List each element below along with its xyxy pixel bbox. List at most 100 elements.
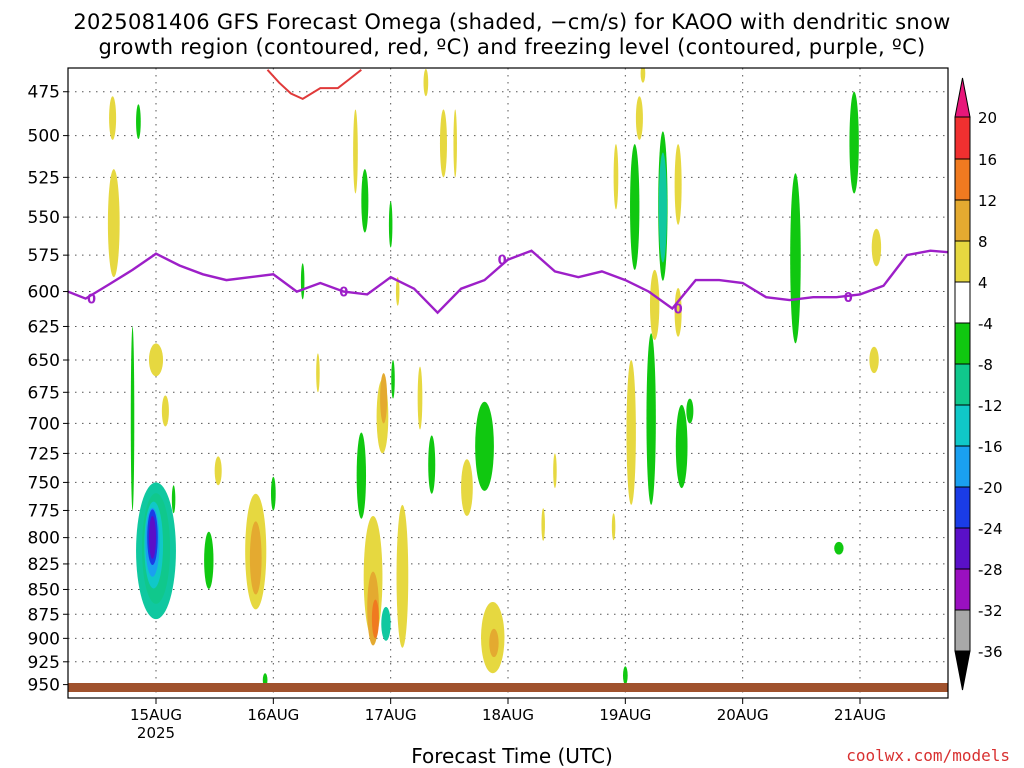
omega-cell	[171, 485, 176, 514]
y-tick-label: 950	[28, 676, 60, 696]
omega-cell	[316, 353, 320, 393]
colorbar-segment	[954, 527, 971, 570]
omega-cell	[849, 91, 859, 194]
omega-cell	[417, 366, 423, 430]
dgz-contour-line	[266, 69, 362, 101]
omega-cell	[611, 513, 616, 541]
omega-cell	[396, 504, 409, 648]
y-tick-label: 925	[28, 653, 60, 673]
omega-shading	[107, 68, 882, 687]
omega-cell	[249, 521, 262, 595]
colorbar-bottom-triangle	[954, 650, 971, 691]
omega-cell	[613, 144, 619, 210]
colorbar-segment	[954, 199, 971, 242]
colorbar-label: -4	[978, 315, 993, 333]
colorbar-segment	[954, 568, 971, 611]
freezing-level-label: 0	[87, 293, 96, 308]
y-tick-label: 900	[28, 629, 60, 649]
x-tick-label: 21AUG	[834, 706, 886, 724]
colorbar-segment	[954, 363, 971, 406]
freezing-level-label: 0	[498, 254, 507, 269]
omega-cell	[395, 277, 400, 306]
colorbar-label: -36	[978, 643, 1003, 661]
y-tick-label: 775	[28, 501, 60, 521]
omega-cell	[381, 606, 391, 641]
y-tick-label: 850	[28, 580, 60, 600]
y-tick-label: 475	[28, 83, 60, 103]
omega-cell	[204, 531, 214, 589]
omega-cell	[453, 109, 457, 178]
omega-cell	[270, 476, 276, 511]
colorbar-label: -12	[978, 397, 1003, 415]
omega-cell	[148, 515, 156, 559]
omega-cell	[790, 173, 801, 344]
colorbar-label: -8	[978, 356, 993, 374]
omega-cell	[475, 401, 494, 491]
y-tick-label: 575	[28, 246, 60, 266]
omega-cell	[871, 228, 882, 267]
omega-cell	[428, 435, 436, 494]
colorbar: 20 16 12 8 4 -4 -8 -12 -16 -20 -24 -28 -32 -36	[954, 77, 1003, 691]
x-tick-label: 19AUG	[599, 706, 651, 724]
y-tick-label: 800	[28, 529, 60, 549]
colorbar-label: -28	[978, 561, 1003, 579]
ground-strip	[68, 683, 948, 692]
colorbar-label: 8	[978, 233, 988, 251]
dgz-contour	[266, 69, 362, 101]
y-tick-label: 500	[28, 127, 60, 147]
chart-title-line-2: growth region (contoured, red, ºC) and f…	[98, 35, 926, 59]
x-tick-label: 18AUG	[482, 706, 534, 724]
y-tick-label: 625	[28, 317, 60, 337]
colorbar-segment	[954, 404, 971, 447]
colorbar-label: -32	[978, 602, 1003, 620]
colorbar-label: 16	[978, 151, 997, 169]
omega-cell	[423, 68, 429, 97]
omega-cell	[380, 373, 388, 424]
colorbar-segment	[954, 281, 971, 324]
colorbar-label: 20	[978, 109, 997, 127]
colorbar-label: -24	[978, 520, 1003, 538]
omega-cell	[136, 104, 141, 140]
omega-cell	[489, 628, 499, 658]
x-axis-label: Forecast Time (UTC)	[411, 744, 613, 768]
omega-cell	[107, 169, 120, 278]
omega-cell	[541, 508, 545, 541]
y-tick-label: 725	[28, 444, 60, 464]
omega-cell	[626, 360, 636, 505]
y-tick-label: 550	[28, 208, 60, 228]
omega-cell	[640, 68, 646, 83]
omega-cell	[356, 432, 367, 519]
colorbar-segment	[954, 116, 971, 160]
omega-cell	[109, 96, 117, 140]
chart-title-line-1: 2025081406 GFS Forecast Omega (shaded, −…	[73, 10, 951, 34]
omega-cell	[353, 109, 358, 194]
omega-cell	[214, 456, 222, 486]
omega-cell	[869, 346, 879, 374]
omega-cell	[391, 360, 395, 399]
y-tick-label: 650	[28, 351, 60, 371]
colorbar-segment	[954, 609, 971, 652]
omega-cell	[553, 453, 557, 489]
colorbar-segment	[954, 445, 971, 488]
omega-cell	[461, 459, 473, 516]
freezing-level-contour: 0 0 0 0 0	[68, 249, 948, 317]
omega-cell	[649, 269, 660, 341]
colorbar-label: 4	[978, 274, 988, 292]
x-tick-label: 20AUG	[717, 706, 769, 724]
freezing-level-line	[68, 249, 948, 315]
x-tick-label: 15AUG	[130, 706, 182, 724]
y-tick-label: 750	[28, 473, 60, 493]
omega-cell	[148, 343, 164, 377]
colorbar-label: -16	[978, 438, 1003, 456]
omega-cell	[630, 144, 640, 270]
omega-cell	[622, 666, 628, 685]
grid-lines	[68, 68, 948, 698]
omega-cell	[635, 96, 643, 140]
omega-cell	[646, 333, 656, 505]
y-tick-label: 875	[28, 605, 60, 625]
y-tick-label: 700	[28, 414, 60, 434]
x-tick-label: 17AUG	[365, 706, 417, 724]
colorbar-label: 12	[978, 192, 997, 210]
